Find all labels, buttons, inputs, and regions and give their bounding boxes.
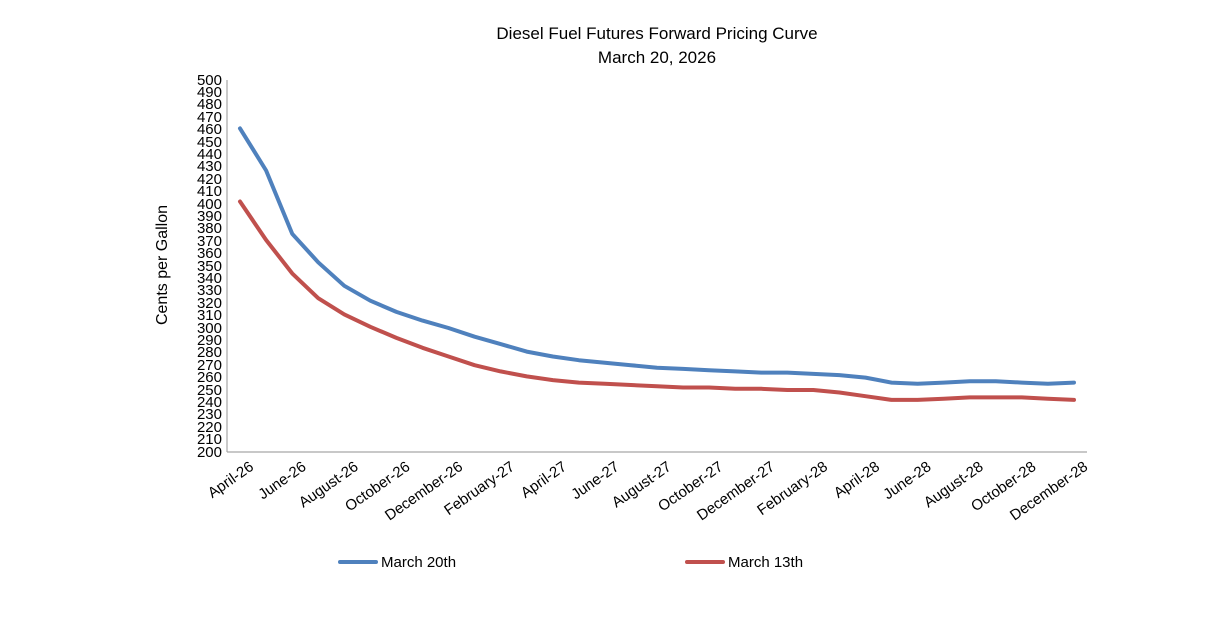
y-tick-label: 320: [196, 294, 222, 312]
y-tick-label: 390: [196, 207, 222, 225]
y-tick-label: 400: [196, 195, 222, 213]
chart-title-line1: Diesel Fuel Futures Forward Pricing Curv…: [496, 24, 818, 43]
legend-item-march-20th: March 20th: [338, 553, 456, 571]
y-tick-label: 250: [196, 381, 222, 399]
y-tick-label: 460: [196, 121, 222, 139]
y-tick-label: 340: [196, 269, 222, 287]
legend-line-swatch-red: [685, 560, 725, 564]
y-tick-label: 350: [196, 257, 222, 275]
y-tick-label: 440: [196, 145, 222, 163]
y-tick-label: 300: [196, 319, 222, 337]
y-tick-label: 220: [196, 418, 222, 436]
y-tick-label: 430: [196, 158, 222, 176]
series-line-march-20th: [238, 126, 1076, 386]
y-tick-label: 270: [196, 356, 222, 374]
legend-line-swatch-blue: [338, 560, 378, 564]
y-tick-label: 380: [196, 220, 222, 238]
legend-item-march-13th: March 13th: [685, 553, 803, 571]
legend-label: March 20th: [381, 553, 457, 571]
chart-title: Diesel Fuel Futures Forward Pricing Curv…: [496, 22, 817, 70]
y-tick-label: 290: [196, 331, 222, 349]
y-tick-label: 370: [196, 232, 222, 250]
y-tick-label: 410: [196, 183, 222, 201]
y-tick-label: 480: [196, 96, 222, 114]
y-tick-label: 360: [196, 245, 222, 263]
y-tick-label: 420: [196, 170, 222, 188]
y-tick-label: 230: [196, 406, 222, 424]
y-tick-label: 280: [196, 344, 222, 362]
y-tick-label: 240: [196, 393, 222, 411]
chart-title-line2: March 20, 2026: [597, 48, 717, 67]
y-tick-label: 210: [196, 431, 222, 449]
series-line-march-13th: [238, 199, 1076, 402]
y-tick-label: 450: [196, 133, 222, 151]
y-tick-label: 470: [196, 108, 222, 126]
y-tick-label: 200: [196, 443, 222, 461]
y-tick-label: 490: [196, 83, 222, 101]
y-tick-label: 330: [196, 282, 222, 300]
y-tick-label: 500: [196, 71, 222, 89]
legend-label: March 13th: [728, 553, 804, 571]
y-tick-label: 310: [196, 307, 222, 325]
y-tick-label: 260: [196, 369, 222, 387]
